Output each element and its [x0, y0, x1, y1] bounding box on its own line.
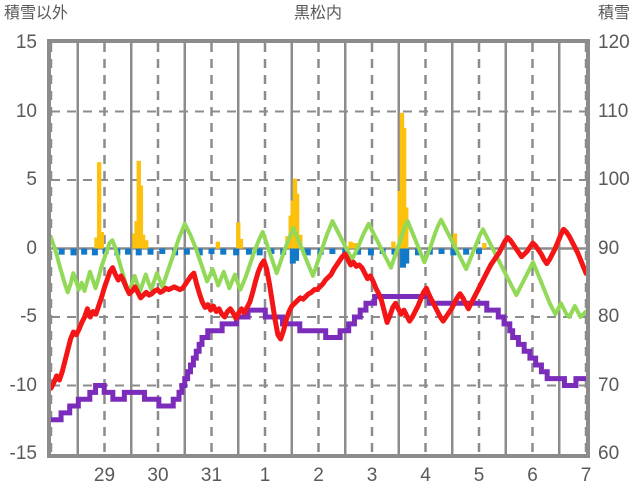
y-right-tick-6: 60 — [598, 443, 620, 464]
y-left-tick-2: 5 — [26, 169, 37, 190]
plot-area — [47, 39, 590, 458]
plot-inner — [51, 43, 586, 454]
x-tick-2: 31 — [200, 465, 223, 486]
y-right-tick-4: 80 — [598, 306, 620, 327]
y-right-tick-2: 100 — [598, 169, 630, 190]
x-tick-7: 5 — [473, 465, 485, 486]
y-right-tick-5: 70 — [598, 374, 620, 396]
y-right-tick-1: 110 — [598, 100, 629, 122]
left-axis-title: 積雪以外 — [4, 5, 69, 22]
x-tick-5: 3 — [366, 465, 378, 486]
y-left-tick-5: -10 — [9, 374, 37, 396]
x-tick-3: 1 — [259, 465, 271, 486]
y-left-tick-4: -5 — [20, 306, 37, 327]
page-title: 黒松内 — [293, 5, 342, 22]
y-left-tick-0: 15 — [15, 32, 37, 53]
x-tick-1: 30 — [147, 465, 169, 486]
x-tick-8: 6 — [527, 465, 538, 486]
y-right-tick-3: 90 — [598, 237, 620, 259]
chart-svg — [51, 43, 586, 454]
x-tick-6: 4 — [420, 465, 431, 486]
y-left-tick-3: 0 — [26, 237, 37, 259]
x-tick-0: 29 — [93, 465, 116, 486]
y-left-tick-6: -15 — [9, 443, 37, 464]
right-axis-title: 積雪 — [597, 5, 630, 22]
y-left-tick-1: 10 — [15, 100, 37, 122]
x-tick-9: 7 — [580, 465, 592, 486]
x-tick-4: 2 — [313, 465, 324, 486]
y-right-tick-0: 120 — [598, 32, 630, 53]
